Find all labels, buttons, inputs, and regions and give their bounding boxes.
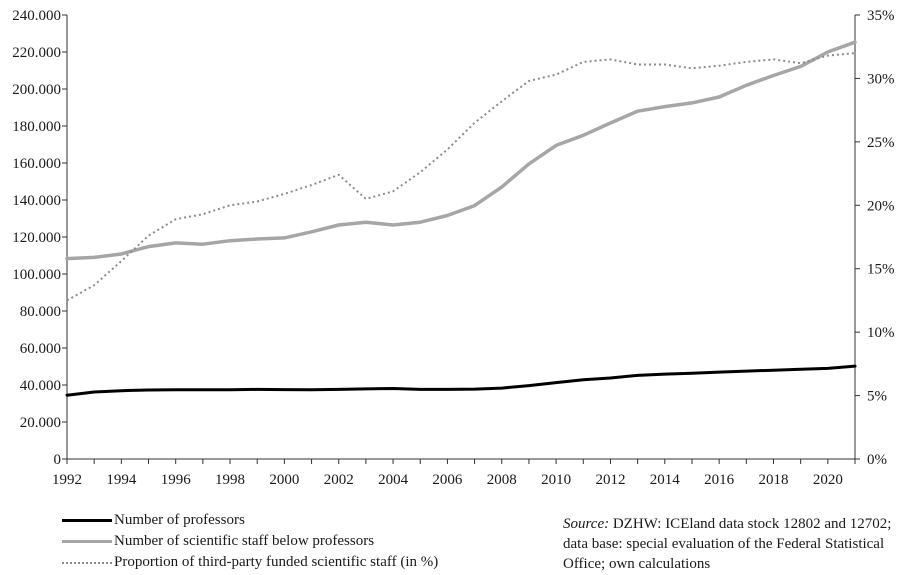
x-tick-label: 1998 bbox=[215, 472, 245, 488]
legend-label-proportion: Proportion of third-party funded scienti… bbox=[114, 554, 439, 570]
x-tick-label: 2006 bbox=[432, 472, 463, 488]
line-chart: 0 20.000 40.000 60.000 80.000 100.000 120.000 1… bbox=[12, 8, 894, 488]
y-right-tick-label: 25% bbox=[867, 135, 895, 151]
y-right-tick-label: 0% bbox=[867, 452, 887, 468]
y-left-tick-label: 180.000 bbox=[12, 119, 61, 135]
y-right-tick-label: 5% bbox=[867, 389, 887, 405]
y-right-tick-label: 15% bbox=[867, 262, 895, 278]
series-line-staff bbox=[65, 40, 857, 261]
y-left-tick-label: 160.000 bbox=[12, 156, 61, 172]
x-tick-label: 1994 bbox=[106, 472, 137, 488]
source-note: Source: DZHW: ICEland data stock 12802 a… bbox=[563, 514, 903, 574]
legend-label-professors: Number of professors bbox=[114, 512, 245, 528]
series-line-professors bbox=[65, 364, 857, 397]
x-tick-label: 2008 bbox=[487, 472, 517, 488]
chart-axes bbox=[62, 14, 860, 464]
x-tick-label: 2012 bbox=[595, 472, 625, 488]
x-tick-label: 2010 bbox=[541, 472, 571, 488]
y-left-tick-label: 240.000 bbox=[12, 8, 61, 24]
source-text: DZHW: ICEland data stock 12802 and 12702… bbox=[563, 516, 892, 572]
legend-item-proportion: Proportion of third-party funded scienti… bbox=[62, 552, 438, 573]
x-tick-label: 2018 bbox=[758, 472, 788, 488]
legend-item-professors: Number of professors bbox=[62, 510, 438, 531]
y-left-tick-label: 100.000 bbox=[12, 267, 61, 283]
tick-labels: 0 20.000 40.000 60.000 80.000 100.000 120.000 1… bbox=[12, 8, 894, 488]
x-tick-label: 2004 bbox=[378, 472, 409, 488]
y-left-tick-label: 200.000 bbox=[12, 82, 61, 98]
legend-item-staff: Number of scientific staff below profess… bbox=[62, 531, 438, 552]
legend: Number of professors Number of scientifi… bbox=[62, 510, 438, 573]
legend-swatch-professors bbox=[62, 519, 112, 522]
y-right-tick-label: 35% bbox=[867, 8, 895, 24]
y-left-tick-label: 40.000 bbox=[20, 378, 61, 394]
y-right-tick-label: 30% bbox=[867, 71, 895, 87]
legend-label-staff: Number of scientific staff below profess… bbox=[114, 533, 375, 549]
legend-swatch-staff bbox=[62, 540, 112, 543]
x-tick-label: 2000 bbox=[269, 472, 299, 488]
y-left-tick-label: 220.000 bbox=[12, 45, 61, 61]
y-left-tick-label: 80.000 bbox=[20, 304, 61, 320]
x-tick-label: 2020 bbox=[813, 472, 843, 488]
x-tick-label: 2016 bbox=[704, 472, 735, 488]
x-tick-label: 1992 bbox=[52, 472, 82, 488]
y-left-tick-label: 140.000 bbox=[12, 193, 61, 209]
x-tick-label: 2014 bbox=[650, 472, 681, 488]
y-left-tick-label: 0 bbox=[54, 452, 62, 468]
legend-swatch-proportion bbox=[62, 561, 112, 564]
x-tick-label: 1996 bbox=[161, 472, 192, 488]
y-left-tick-label: 60.000 bbox=[20, 341, 61, 357]
y-right-tick-label: 20% bbox=[867, 198, 895, 214]
y-right-tick-label: 10% bbox=[867, 325, 895, 341]
y-left-tick-label: 20.000 bbox=[20, 415, 61, 431]
y-left-tick-label: 120.000 bbox=[12, 230, 61, 246]
x-tick-label: 2002 bbox=[324, 472, 354, 488]
series-layer bbox=[65, 40, 857, 397]
source-prefix: Source: bbox=[563, 516, 610, 532]
series-line-proportion bbox=[66, 52, 856, 302]
